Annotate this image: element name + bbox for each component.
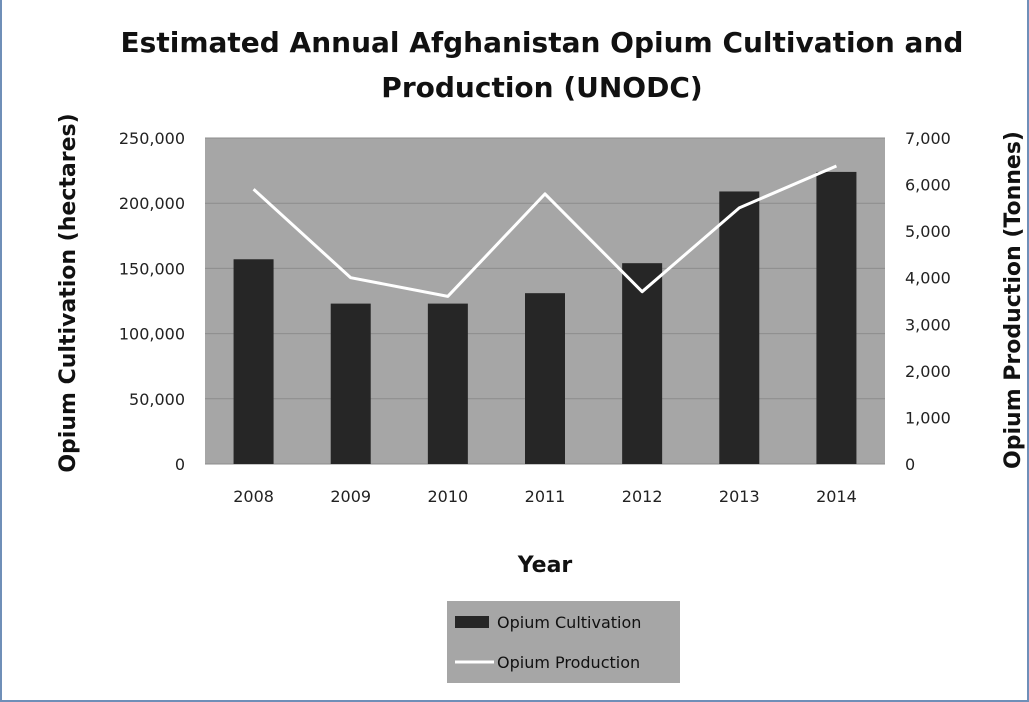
bar-series bbox=[233, 171, 857, 465]
right-axis-title: Opium Production (Tonnes) bbox=[1001, 131, 1026, 469]
right-tick-label: 2,000 bbox=[905, 362, 951, 381]
right-tick-label: 4,000 bbox=[905, 269, 951, 288]
bar-2012 bbox=[622, 263, 663, 464]
right-axis-ticks: 0 1,000 2,000 3,000 4,000 5,000 6,000 7,000 bbox=[905, 129, 951, 474]
left-axis-title: Opium Cultivation (hectares) bbox=[56, 113, 81, 472]
x-tick-label: 2009 bbox=[330, 487, 371, 506]
left-tick-label: 0 bbox=[175, 455, 185, 474]
bar-2013 bbox=[719, 191, 760, 465]
x-tick-label: 2013 bbox=[719, 487, 760, 506]
left-tick-label: 100,000 bbox=[119, 325, 185, 344]
chart-title-line-2: Production (UNODC) bbox=[381, 71, 702, 104]
x-axis-title: Year bbox=[517, 553, 573, 578]
left-tick-label: 200,000 bbox=[119, 194, 185, 213]
legend: Opium Cultivation Opium Production bbox=[447, 601, 680, 683]
legend-label-opium-production: Opium Production bbox=[497, 653, 640, 672]
right-tick-label: 0 bbox=[905, 455, 915, 474]
right-tick-label: 7,000 bbox=[905, 129, 951, 148]
chart-title-line-1: Estimated Annual Afghanistan Opium Culti… bbox=[121, 26, 964, 59]
x-tick-label: 2008 bbox=[233, 487, 274, 506]
left-tick-label: 250,000 bbox=[119, 129, 185, 148]
right-tick-label: 3,000 bbox=[905, 315, 951, 334]
bar-2011 bbox=[525, 293, 565, 464]
x-axis-ticks: 2008 2009 2010 2011 2012 2013 2014 bbox=[233, 487, 857, 506]
bar-2009 bbox=[330, 303, 371, 464]
x-tick-label: 2010 bbox=[427, 487, 468, 506]
bar-2014 bbox=[816, 171, 857, 465]
right-tick-label: 1,000 bbox=[905, 408, 951, 427]
x-tick-label: 2014 bbox=[816, 487, 857, 506]
legend-box bbox=[447, 601, 680, 683]
x-tick-label: 2012 bbox=[622, 487, 663, 506]
left-tick-label: 150,000 bbox=[119, 259, 185, 278]
x-tick-label: 2011 bbox=[525, 487, 566, 506]
legend-label-opium-cultivation: Opium Cultivation bbox=[497, 613, 641, 632]
left-axis-ticks: 0 50,000 100,000 150,000 200,000 250,000 bbox=[119, 129, 185, 474]
bar-2008 bbox=[233, 259, 274, 464]
bar-2010 bbox=[427, 303, 468, 464]
left-tick-label: 50,000 bbox=[129, 390, 185, 409]
legend-swatch-opium-cultivation bbox=[455, 616, 489, 628]
right-tick-label: 6,000 bbox=[905, 176, 951, 195]
right-tick-label: 5,000 bbox=[905, 222, 951, 241]
